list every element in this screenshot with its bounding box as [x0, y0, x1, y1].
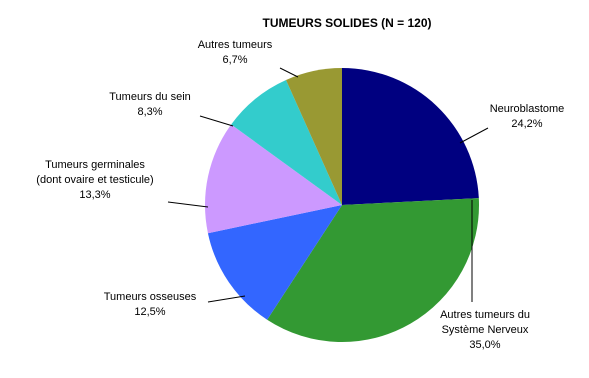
slice-label: Tumeurs du sein — [109, 91, 191, 103]
slice-label: Tumeurs osseuses — [104, 291, 197, 303]
slice-value-label: 12,5% — [134, 306, 165, 318]
leader-line — [279, 67, 299, 78]
pie-slice — [267, 198, 479, 343]
slice-value-label: 35,0% — [469, 339, 500, 351]
pie-slice — [342, 68, 479, 205]
slice-value-label: 6,7% — [222, 54, 247, 66]
pie-slice — [231, 79, 342, 205]
slice-value-label: 24,2% — [511, 118, 542, 130]
leader-line — [167, 201, 209, 208]
pie-slice — [207, 205, 342, 320]
pie-slice — [286, 68, 342, 205]
slice-label: Tumeurs germinales (dont ovaire et testic… — [36, 159, 153, 186]
chart-title: TUMEURS SOLIDES (N = 120) — [262, 16, 431, 30]
pie-slice — [205, 124, 342, 234]
leader-line — [199, 115, 234, 127]
slice-label: Neuroblastome — [490, 103, 565, 115]
slice-label: Autres tumeurs — [198, 39, 273, 51]
slice-value-label: 13,3% — [79, 189, 110, 201]
leader-line — [207, 295, 246, 303]
slice-label: Autres tumeurs du Système Nerveux — [440, 309, 530, 336]
leader-line — [459, 127, 489, 144]
slice-value-label: 8,3% — [137, 106, 162, 118]
